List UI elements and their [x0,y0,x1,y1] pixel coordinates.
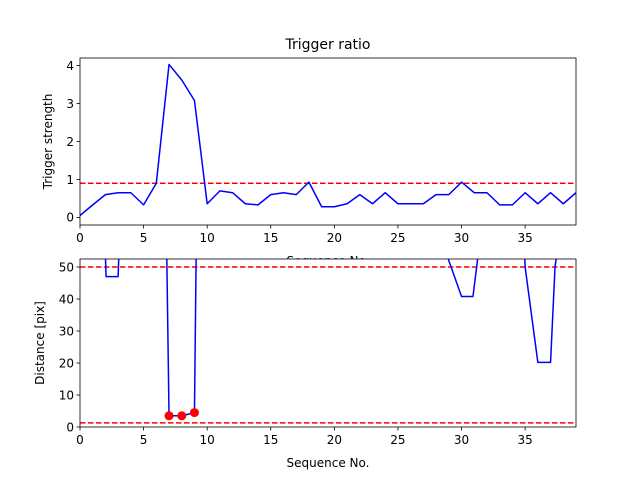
top-subplot: Trigger ratio 0 5 10 15 20 25 30 35 0 1 2 3 4 Trigge… [41,37,577,268]
bottom-y-tick-label: 20 [59,356,74,370]
top-plot-area [80,63,576,217]
top-y-tick-label: 4 [66,59,74,73]
bottom-y-axis-label: Distance [pix] [33,301,47,385]
bottom-axes-frame [79,258,577,428]
top-x-tick-label: 10 [200,231,215,245]
bottom-x-tick-label: 35 [517,433,532,447]
top-y-tick-label: 2 [66,135,74,149]
top-y-tick-label: 1 [66,173,74,187]
top-chart-title: Trigger ratio [284,37,370,53]
bottom-x-tick-label: 15 [263,433,278,447]
subplot-overlap-cover [80,258,576,271]
bottom-marker-point [164,411,174,421]
bottom-plot-area [80,259,576,424]
bottom-x-tick-label: 5 [140,433,148,447]
top-x-tick-label: 15 [263,231,278,245]
top-x-tick-label: 30 [454,231,469,245]
top-x-tick-label: 0 [76,231,84,245]
bottom-series-line-0 [104,259,557,417]
bottom-y-tick-label: 40 [59,292,74,306]
bottom-y-tick-label: 10 [59,388,74,402]
bottom-x-tick-label: 20 [327,433,342,447]
top-x-tick-label: 5 [140,231,148,245]
bottom-y-tick-label: 50 [59,260,74,274]
bottom-marker-point [189,408,199,418]
bottom-x-axis-label: Sequence No. [287,456,370,470]
bottom-x-tick-label: 10 [200,433,215,447]
bottom-x-tick-label: 25 [390,433,405,447]
top-axes-frame [79,57,577,226]
bottom-ticks: 0 5 10 15 20 25 30 35 0 10 20 30 40 50 [59,260,533,447]
top-ticks: 0 5 10 15 20 25 30 35 0 1 2 3 4 [66,59,532,245]
bottom-x-tick-label: 30 [454,433,469,447]
top-x-tick-label: 35 [517,231,532,245]
top-y-axis-label: Trigger strength [41,94,55,191]
bottom-y-tick-label: 30 [59,324,74,338]
top-x-tick-label: 20 [327,231,342,245]
top-y-tick-label: 3 [66,97,74,111]
bottom-y-tick-label: 0 [66,420,74,434]
top-y-tick-label: 0 [66,211,74,225]
top-series-line-0 [80,63,576,217]
bottom-subplot: 0 5 10 15 20 25 30 35 0 10 20 30 40 50 Distance [pix]… [33,258,577,470]
top-x-tick-label: 25 [390,231,405,245]
bottom-marker-point [177,411,187,421]
bottom-x-tick-label: 0 [76,433,84,447]
